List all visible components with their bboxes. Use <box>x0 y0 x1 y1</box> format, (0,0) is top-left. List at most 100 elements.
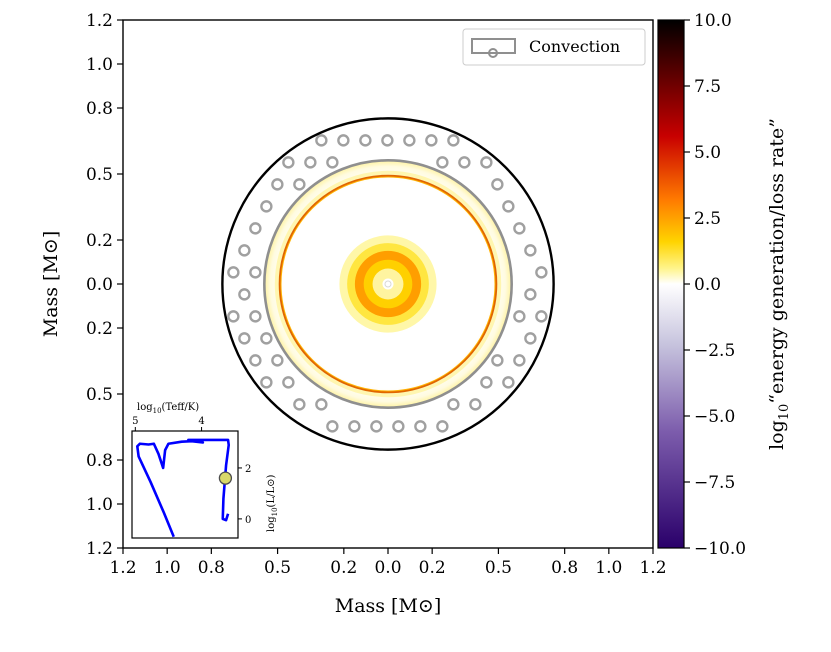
convection-marker <box>326 420 339 433</box>
evolution-track <box>136 438 231 538</box>
colorbar-tick-label: 7.5 <box>694 77 721 97</box>
convection-marker <box>392 420 405 433</box>
convection-marker <box>502 200 515 213</box>
legend-convection-marker <box>488 48 498 58</box>
convection-marker <box>249 310 262 323</box>
inset-y-tick-label: 0 <box>245 515 251 526</box>
colorbar-tick-label: 0.0 <box>694 275 721 295</box>
convection-marker <box>249 222 262 235</box>
y-axis-label: Mass [M⊙] <box>40 231 62 338</box>
burning-shell-inner <box>280 176 496 392</box>
convection-marker <box>480 376 493 389</box>
y-tick-label: 0.2 <box>86 231 113 251</box>
y-tick-label: 0.0 <box>86 275 113 295</box>
convection-marker <box>227 266 240 279</box>
convection-marker <box>524 332 537 345</box>
legend-convection-swatch <box>471 38 516 54</box>
convection-marker <box>381 134 394 147</box>
convection-marker <box>337 134 350 147</box>
convection-marker <box>513 310 526 323</box>
core-ring-5 <box>382 278 394 290</box>
colorbar-tick-label: 2.5 <box>694 209 721 229</box>
inset-y-axis: 20 <box>238 464 251 526</box>
convection-marker <box>513 354 526 367</box>
legend-convection-label: Convection <box>529 37 620 56</box>
convective-boundary <box>263 159 513 409</box>
x-tick-label: 1.2 <box>639 558 666 578</box>
current-position-marker <box>218 471 233 485</box>
convection-marker <box>447 134 460 147</box>
convection-marker <box>359 134 372 147</box>
x-tick-label: 0.8 <box>198 558 225 578</box>
colorbar-tick-label: 10.0 <box>694 11 732 31</box>
convection-marker <box>491 178 504 191</box>
convection-marker <box>425 134 438 147</box>
convection-marker <box>238 244 251 257</box>
convection-marker <box>293 398 306 411</box>
convection-marker <box>260 376 273 389</box>
colorbar-tick-label: −7.5 <box>694 473 735 493</box>
colorbar-label: log10“energy generation/loss rate” <box>766 118 792 450</box>
convection-marker <box>260 200 273 213</box>
convection-marker <box>469 398 482 411</box>
y-tick-label: 1.0 <box>86 495 113 515</box>
stellar-surface <box>221 117 555 451</box>
inset-y-label: log10(L/L⊙) <box>266 475 279 532</box>
colorbar-tick-label: −2.5 <box>694 341 735 361</box>
x-axis: 1.2 1.0 0.8 0.5 0.2 0.0 0.2 0.5 0.8 1.0 1.2 <box>109 548 667 578</box>
convection-hatch <box>227 134 548 433</box>
y-tick-label: 0.2 <box>86 319 113 339</box>
y-tick-label: 0.8 <box>86 451 113 471</box>
plot-frame <box>122 19 654 549</box>
x-tick-label: 1.2 <box>109 558 136 578</box>
x-tick-label: 0.0 <box>374 558 401 578</box>
inset-background <box>132 431 238 538</box>
y-tick-label: 0.5 <box>86 165 113 185</box>
convection-marker <box>315 134 328 147</box>
convection-marker <box>315 398 328 411</box>
convection-marker <box>249 354 262 367</box>
x-tick-label: 0.2 <box>330 558 357 578</box>
inset-x-tick-label: 5 <box>132 416 138 427</box>
x-tick-label: 0.8 <box>551 558 578 578</box>
convection-marker <box>271 178 284 191</box>
legend: Convection <box>462 28 646 66</box>
convection-marker <box>293 178 306 191</box>
convection-marker <box>436 156 449 169</box>
convection-marker <box>436 420 449 433</box>
convection-marker <box>260 332 273 345</box>
convection-marker <box>238 332 251 345</box>
convection-marker <box>480 156 493 169</box>
x-tick-label: 0.2 <box>419 558 446 578</box>
convection-marker <box>502 376 515 389</box>
colorbar-gradient <box>657 19 685 549</box>
convection-marker <box>238 288 251 301</box>
convection-marker <box>304 156 317 169</box>
inset-frame <box>131 430 239 539</box>
colorbar-tick-label: 5.0 <box>694 143 721 163</box>
convection-marker <box>414 420 427 433</box>
y-tick-label: 1.2 <box>86 539 113 559</box>
y-tick-label: 0.8 <box>86 99 113 119</box>
x-tick-label: 1.0 <box>154 558 181 578</box>
convection-marker <box>282 376 295 389</box>
convection-marker <box>491 354 504 367</box>
colorbar: 10.0 7.5 5.0 2.5 0.0 −2.5 −5.0 −7.5 −10.0 log10“… <box>657 11 792 559</box>
shell-glow <box>274 170 502 398</box>
convection-marker <box>447 398 460 411</box>
colorbar-ticks: 10.0 7.5 5.0 2.5 0.0 −2.5 −5.0 −7.5 −10.0 <box>684 11 746 559</box>
convection-marker <box>348 420 361 433</box>
convection-marker <box>535 266 548 279</box>
convection-marker <box>458 156 471 169</box>
convection-marker <box>249 266 262 279</box>
convection-marker <box>370 420 383 433</box>
star-cross-section <box>221 117 555 451</box>
convection-marker <box>326 156 339 169</box>
inset-y-tick-label: 2 <box>245 464 251 475</box>
convection-marker <box>271 354 284 367</box>
convection-marker <box>524 244 537 257</box>
x-tick-label: 0.5 <box>485 558 512 578</box>
